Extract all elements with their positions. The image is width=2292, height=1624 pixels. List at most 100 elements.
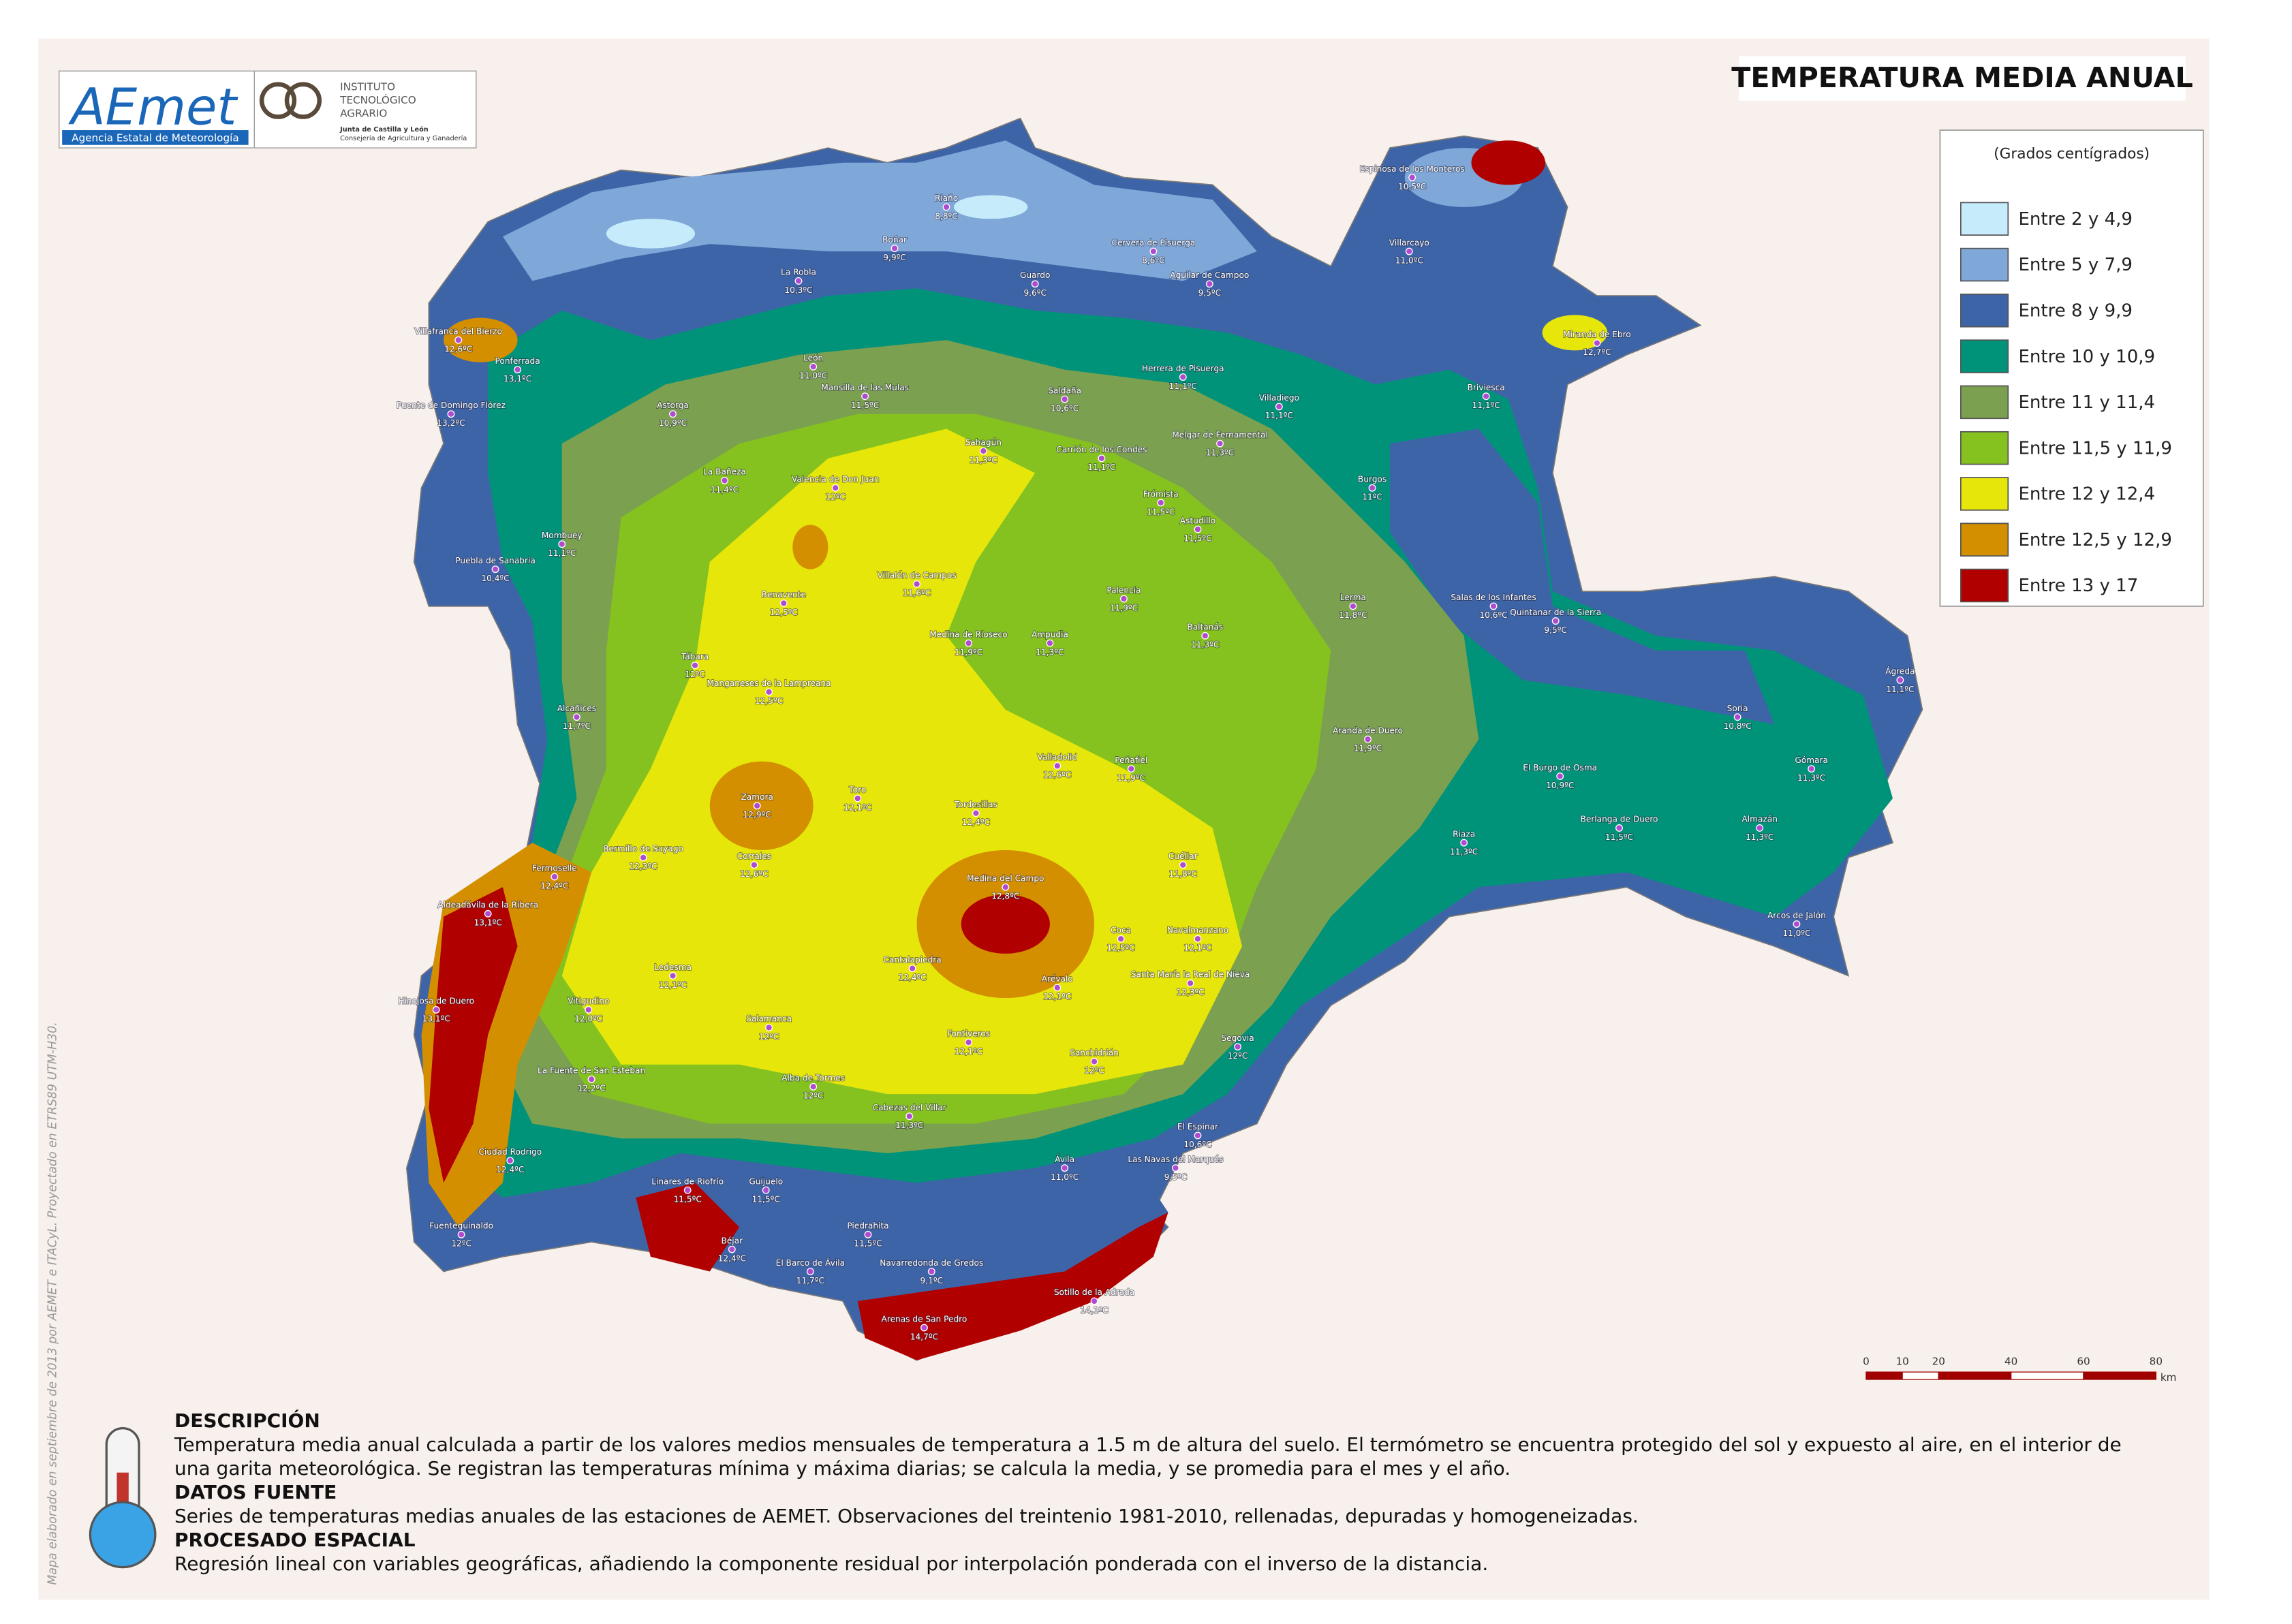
station-temp: 12,0ºC <box>574 1014 602 1024</box>
legend-swatch <box>1960 294 2009 328</box>
station-temp: 12,5ºC <box>770 608 798 617</box>
station: El Burgo de Osma 10,9ºC <box>1522 762 1598 791</box>
station-marker <box>1053 984 1062 992</box>
region <box>961 894 1050 954</box>
station-marker <box>454 336 463 344</box>
station-temp: 11,9ºC <box>1110 603 1138 612</box>
legend-swatch <box>1960 568 2009 603</box>
station-name: Cantalapiedra <box>883 955 941 965</box>
station-name: Tábara <box>681 652 709 661</box>
station-marker <box>806 1268 814 1275</box>
station-name: Puente de Domingo Flórez <box>397 401 506 410</box>
station-marker <box>1793 920 1801 928</box>
scale-bar: 0 10 20 40 60 80 km <box>1863 1355 2176 1384</box>
station-marker <box>1149 247 1158 255</box>
station-name: León <box>803 354 823 363</box>
station-temp: 9,6ºC <box>1023 288 1047 298</box>
station-temp: 12ºC <box>803 1091 824 1101</box>
logo-itacyl-line: AGRARIO <box>340 108 387 120</box>
logo-aemet: AEmet <box>68 78 238 136</box>
description-heading: DATOS FUENTE <box>174 1481 337 1503</box>
legend-label: Entre 8 y 9,9 <box>2018 301 2133 322</box>
station-marker <box>1090 1297 1098 1305</box>
station-name: Sotillo de la Adrada <box>1054 1287 1134 1297</box>
station-name: Ávila <box>1055 1154 1074 1164</box>
station-name: Ampudia <box>1032 629 1068 639</box>
station-marker <box>1098 454 1106 463</box>
station-marker <box>1179 861 1187 869</box>
station: Arcos de Jalón 11,0ºC <box>1767 910 1827 939</box>
station: Salamanca 12ºC <box>745 1014 792 1042</box>
station-marker <box>551 873 559 881</box>
legend-label: Entre 12 y 12,4 <box>2018 484 2155 505</box>
station-name: Tordesillas <box>954 800 997 809</box>
station: Guijuelo 11,5ºC <box>748 1176 784 1205</box>
region <box>1390 428 1775 725</box>
station: Mansilla de las Mulas 11,5ºC <box>820 382 910 411</box>
station-marker <box>1593 339 1601 347</box>
station-temp: 9,5ºC <box>1164 1172 1188 1182</box>
station-name: Soria <box>1727 704 1748 713</box>
station: Ponferrada 13,1ºC <box>495 356 541 384</box>
station-marker <box>585 1005 593 1014</box>
station-marker <box>750 861 758 869</box>
station: Sahagún 11,3ºC <box>965 437 1002 465</box>
station-temp: 12,6ºC <box>740 869 768 879</box>
station: Frómista 11,5ºC <box>1143 488 1179 517</box>
station: Villalón de Campos 11,6ºC <box>877 570 957 599</box>
station-name: Ledesma <box>654 963 692 972</box>
station-marker <box>762 1186 770 1194</box>
station: Arévalo 12,1ºC <box>1041 973 1074 1002</box>
station-temp: 14,7ºC <box>910 1332 938 1341</box>
station: Tábara 12ºC <box>680 651 709 680</box>
station-temp: 12,3ºC <box>629 862 657 871</box>
station-marker <box>765 1024 773 1031</box>
station-temp: 11,0ºC <box>1782 928 1810 938</box>
station: Almazán 11,3ºC <box>1741 814 1778 843</box>
legend-swatch <box>1960 431 2009 465</box>
station-temp: 11,1ºC <box>548 548 576 558</box>
station-marker <box>1460 839 1468 847</box>
station: Salas de los Infantes 10,6ºC <box>1450 592 1536 621</box>
logo-itacyl-caption: Junta de Castilla y León <box>339 125 429 134</box>
station-marker <box>927 1268 935 1275</box>
station-marker <box>1216 439 1224 448</box>
station-marker <box>765 688 773 696</box>
logo-itacyl-mark <box>259 82 297 119</box>
logo-aemet-caption: Agencia Estatal de Meteorología <box>72 131 239 144</box>
station-temp: 12,1ºC <box>1043 992 1071 1001</box>
legend-label: Entre 11 y 11,4 <box>2018 392 2155 413</box>
station-marker <box>1615 824 1623 832</box>
station-name: Guardo <box>1020 270 1050 280</box>
thermometer-bulb <box>89 1501 157 1569</box>
station-marker <box>1046 639 1054 647</box>
station-temp: 11,8ºC <box>1169 869 1197 879</box>
station-temp: 11,5ºC <box>854 1239 882 1249</box>
station-marker <box>1090 1057 1098 1065</box>
station-name: Aldeadávila de la Ribera <box>437 901 538 910</box>
station-temp: 12,3ºC <box>1176 988 1204 997</box>
station-name: Hinojosa de Duero <box>398 997 474 1006</box>
station-temp: 11,0ºC <box>1395 255 1423 265</box>
station-name: Riaño <box>935 193 958 203</box>
region <box>1542 315 1608 351</box>
station-temp: 10,4ºC <box>481 574 509 583</box>
station-name: Zamora <box>741 792 773 802</box>
station-temp: 14,1ºC <box>1080 1305 1108 1315</box>
station: Sotillo de la Adrada 14,1ºC <box>1053 1287 1135 1315</box>
station-temp: 12,6ºC <box>1043 770 1071 780</box>
station-marker <box>920 1324 928 1332</box>
credit: Mapa elaborado en septiembre de 2013 por… <box>46 1022 59 1584</box>
legend-swatch <box>1960 385 2009 420</box>
station: Fermoselle 12,4ºC <box>531 862 578 891</box>
station-name: Arévalo <box>1042 974 1073 984</box>
legend: (Grados centígrados) Entre 2 y 4,9 Entre … <box>1939 129 2204 607</box>
station-name: Astudillo <box>1180 516 1215 525</box>
station-name: Las Navas del Marqués <box>1128 1155 1223 1164</box>
station-marker <box>1489 602 1498 610</box>
station: Bermillo de Sayago 12,3ºC <box>602 843 684 872</box>
station-name: Aranda de Duero <box>1333 726 1403 736</box>
station: Navarredonda de Gredos 9,1ºC <box>879 1258 984 1286</box>
station-marker <box>753 802 761 810</box>
region <box>429 887 518 1183</box>
